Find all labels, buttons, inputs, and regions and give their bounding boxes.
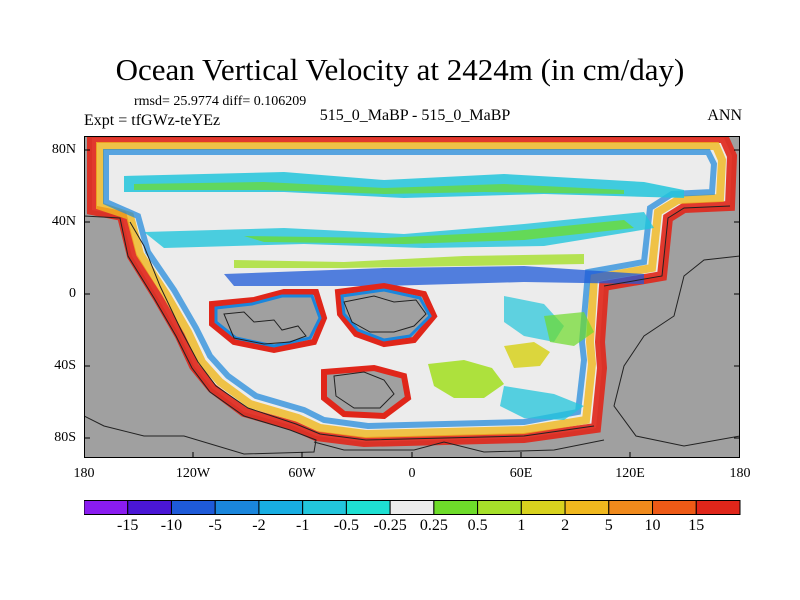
north-band-green — [134, 182, 624, 194]
south-patch-green — [428, 360, 504, 398]
colorbar-label: 5 — [604, 517, 613, 534]
continent-center-outline — [340, 288, 432, 342]
land-outline-south — [313, 439, 605, 453]
colorbar-swatch — [477, 500, 522, 515]
y-tick-label: 40N — [51, 214, 76, 229]
colorbar-label: 0.5 — [467, 517, 488, 534]
colorbar-label: -2 — [252, 517, 266, 534]
colorbar-swatch — [389, 500, 435, 515]
colorbar-label: -0.25 — [373, 517, 407, 534]
south-patch-yellow — [504, 342, 550, 368]
colorbar-swatch — [695, 500, 741, 515]
mid-band-green — [244, 220, 634, 244]
colorbar-label: 15 — [688, 517, 705, 534]
colorbar-swatch — [345, 500, 391, 515]
x-tick-label: 180 — [729, 466, 751, 481]
x-tick-label: 120E — [615, 466, 645, 481]
land-outline-interior-3 — [333, 371, 395, 409]
colorbar-swatch — [258, 500, 304, 515]
colorbar-label: 10 — [644, 517, 661, 534]
coastal-band-inner — [96, 142, 727, 439]
colorbar-swatch — [652, 500, 697, 515]
figure-title: Ocean Vertical Velocity at 2424m (in cm/… — [115, 52, 685, 87]
stats-text: rmsd= 25.9774 diff= 0.106209 — [134, 94, 307, 109]
y-tick-label: 40S — [54, 358, 76, 373]
colorbar-label: -5 — [208, 517, 222, 534]
x-tick-label: 120W — [175, 466, 211, 481]
comparison-label: 515_0_MaBP - 515_0_MaBP — [319, 107, 511, 124]
continent-south — [321, 364, 412, 420]
colorbar-swatch — [520, 500, 566, 515]
y-tick-label: 80N — [51, 142, 76, 157]
land-outline-west — [84, 215, 317, 455]
colorbar — [84, 500, 741, 515]
y-tick-label: 0 — [69, 286, 76, 301]
map-plot — [84, 136, 740, 458]
colorbar-label: 1 — [517, 517, 526, 534]
season-label: ANN — [707, 107, 742, 124]
land-outline-interior-1 — [223, 311, 307, 345]
x-tick-label: 60W — [288, 466, 316, 481]
coastline-path — [129, 205, 731, 441]
y-tick-label: 80S — [54, 430, 76, 445]
experiment-label: Expt = tfGWz-teYEz — [84, 112, 221, 129]
colorbar-label: 0.25 — [419, 517, 448, 534]
equatorial-band-green — [234, 254, 584, 268]
colorbar-label: -15 — [117, 517, 139, 534]
colorbar-swatch — [127, 500, 172, 515]
land-outline-interior-2 — [343, 295, 427, 333]
colorbar-swatch — [433, 500, 479, 515]
continent-west-outline — [214, 294, 322, 348]
colorbar-label: 2 — [561, 517, 570, 534]
colorbar-label: -0.5 — [333, 517, 360, 534]
south-patch-cyan-2 — [500, 386, 584, 420]
x-tick-label: 60E — [509, 466, 533, 481]
land-outline-east — [613, 255, 740, 447]
axis-ticks — [84, 149, 740, 458]
south-patch-green-2 — [544, 312, 594, 346]
colorbar-swatch — [564, 500, 610, 515]
x-tick-label: 0 — [408, 466, 416, 481]
colorbar-swatch — [84, 500, 129, 515]
colorbar-label: -10 — [160, 517, 183, 534]
colorbar-swatch — [608, 500, 654, 515]
colorbar-label: -1 — [295, 517, 310, 534]
equatorial-band-blue — [224, 266, 644, 286]
x-tick-label: 180 — [73, 466, 95, 481]
colorbar-swatch — [302, 500, 347, 515]
colorbar-swatch — [214, 500, 260, 515]
colorbar-swatch — [170, 500, 216, 515]
